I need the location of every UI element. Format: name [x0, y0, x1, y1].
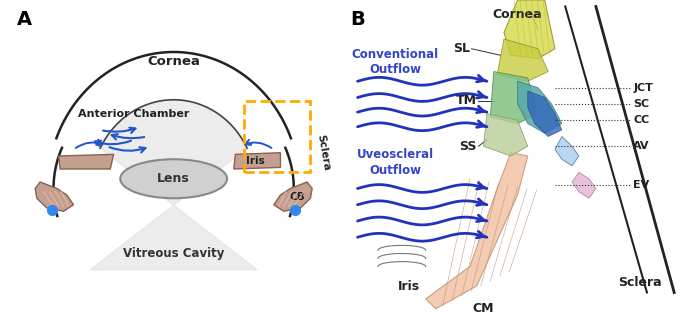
Bar — [244, 101, 311, 172]
Text: AV: AV — [633, 141, 650, 151]
Text: TM: TM — [456, 94, 477, 107]
Text: CM: CM — [473, 302, 494, 315]
Text: Uveoscleral
Outflow: Uveoscleral Outflow — [356, 149, 434, 176]
Polygon shape — [35, 182, 74, 211]
Text: CC: CC — [633, 115, 650, 125]
Text: Anterior Chamber: Anterior Chamber — [78, 109, 189, 119]
Text: Sclera: Sclera — [618, 276, 662, 289]
Text: Sclera: Sclera — [316, 134, 332, 172]
Polygon shape — [234, 153, 281, 169]
Polygon shape — [572, 172, 596, 198]
Polygon shape — [274, 182, 312, 211]
Polygon shape — [426, 153, 528, 309]
Text: Vitreous Cavity: Vitreous Cavity — [123, 247, 224, 260]
Text: B: B — [351, 10, 366, 29]
Polygon shape — [90, 100, 257, 270]
Polygon shape — [504, 0, 555, 58]
Polygon shape — [484, 114, 528, 156]
Text: CB: CB — [289, 192, 305, 202]
Polygon shape — [555, 136, 579, 166]
Polygon shape — [528, 91, 562, 136]
Text: Iris: Iris — [398, 280, 419, 292]
Polygon shape — [518, 81, 562, 133]
Text: SL: SL — [453, 42, 470, 55]
Polygon shape — [497, 39, 548, 81]
Polygon shape — [59, 154, 114, 169]
Text: JCT: JCT — [633, 83, 653, 93]
Text: Iris: Iris — [246, 156, 265, 166]
Text: Cornea: Cornea — [147, 55, 200, 68]
Text: SC: SC — [633, 99, 650, 109]
Text: Conventional
Outflow: Conventional Outflow — [351, 48, 439, 76]
Text: Cornea: Cornea — [493, 8, 542, 21]
Ellipse shape — [121, 159, 227, 198]
Text: SS: SS — [459, 140, 477, 153]
Polygon shape — [490, 72, 538, 124]
Text: Lens: Lens — [157, 172, 190, 185]
Text: A: A — [17, 10, 32, 29]
Text: EV: EV — [633, 180, 650, 190]
